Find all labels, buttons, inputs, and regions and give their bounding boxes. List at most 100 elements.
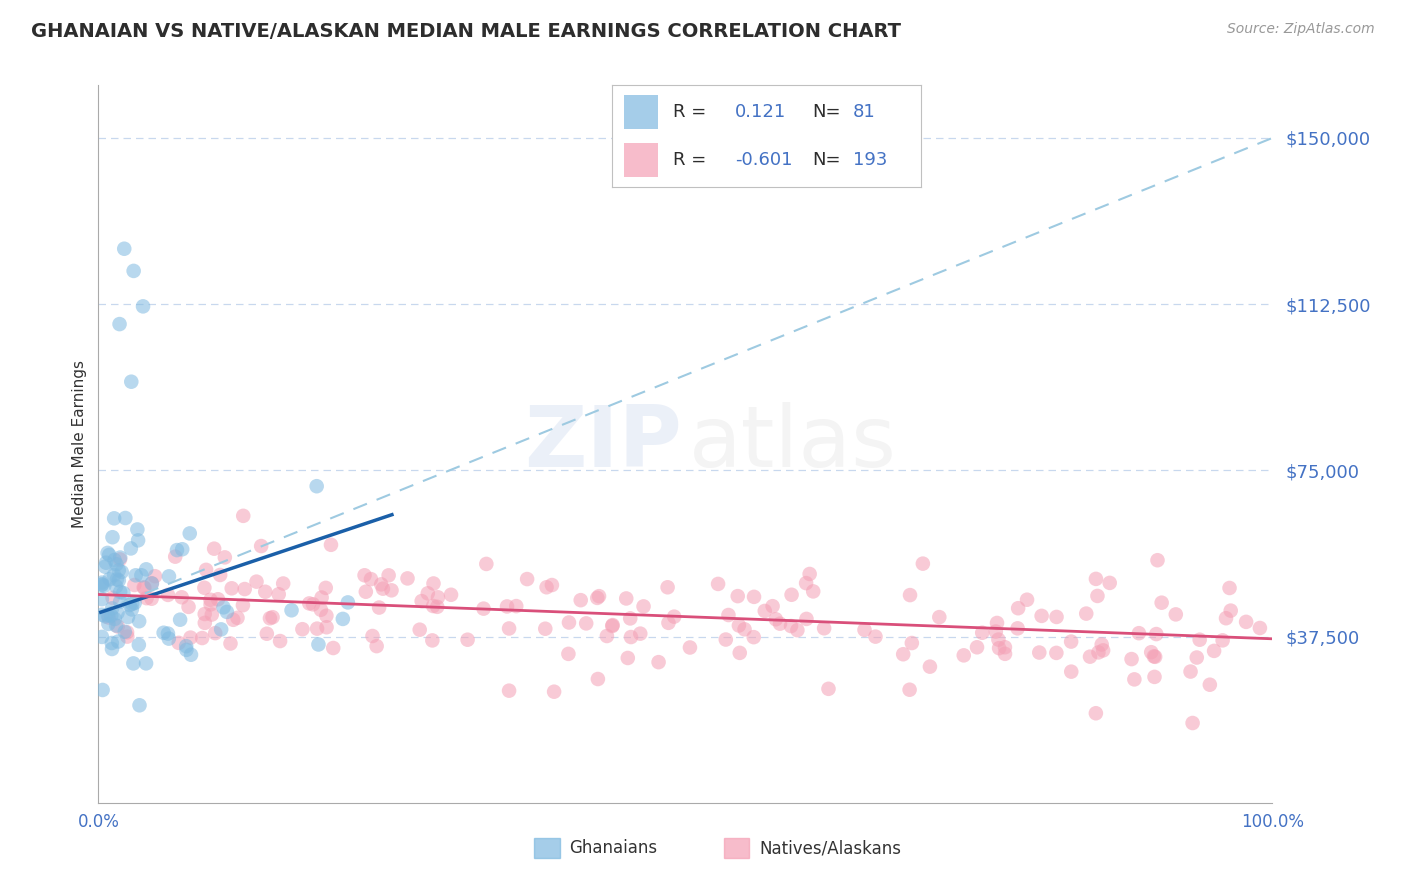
Point	[1015, 592, 1038, 607]
Point	[91, 630, 114, 644]
Point	[966, 640, 988, 655]
Point	[891, 647, 914, 661]
Point	[132, 299, 155, 313]
Point	[291, 622, 314, 636]
Point	[298, 596, 321, 610]
Point	[256, 626, 278, 640]
Point	[191, 631, 214, 645]
Point	[176, 643, 198, 657]
Point	[368, 600, 391, 615]
Point	[1234, 615, 1257, 629]
Point	[647, 655, 669, 669]
Point	[100, 608, 122, 623]
Point	[311, 591, 333, 605]
Point	[657, 615, 679, 630]
Point	[679, 640, 702, 655]
Point	[1121, 652, 1143, 666]
Point	[127, 523, 149, 537]
Point	[380, 583, 402, 598]
Point	[117, 610, 139, 624]
Point	[103, 511, 125, 525]
Point	[103, 568, 125, 582]
Point	[588, 589, 610, 603]
Point	[1084, 706, 1107, 721]
Point	[1045, 646, 1067, 660]
Text: 193: 193	[853, 151, 887, 169]
Point	[354, 584, 377, 599]
Text: N=: N=	[813, 103, 841, 121]
Point	[1215, 611, 1237, 625]
Point	[193, 581, 215, 595]
Point	[103, 553, 125, 567]
Point	[377, 568, 399, 582]
Point	[135, 591, 157, 606]
Point	[195, 563, 218, 577]
Point	[156, 626, 179, 640]
Point	[157, 632, 180, 646]
Point	[157, 569, 180, 583]
Point	[536, 580, 558, 594]
Point	[1144, 649, 1167, 664]
Point	[416, 586, 439, 600]
Text: N=: N=	[813, 151, 841, 169]
Point	[179, 526, 201, 541]
Point	[194, 607, 217, 621]
Point	[543, 684, 565, 698]
Point	[322, 640, 344, 655]
Point	[315, 620, 337, 634]
Point	[780, 619, 803, 633]
Point	[336, 595, 359, 609]
Point	[200, 598, 222, 612]
Point	[212, 600, 235, 615]
Point	[170, 591, 193, 605]
Point	[928, 610, 950, 624]
Point	[1076, 607, 1098, 621]
Point	[180, 648, 202, 662]
Point	[1007, 601, 1029, 615]
Point	[422, 576, 444, 591]
Point	[114, 624, 136, 639]
Point	[121, 597, 143, 611]
Text: Source: ZipAtlas.com: Source: ZipAtlas.com	[1227, 22, 1375, 37]
Point	[93, 579, 115, 593]
Point	[426, 591, 449, 605]
Point	[1249, 621, 1271, 635]
Point	[232, 508, 254, 523]
Point	[361, 629, 384, 643]
Point	[118, 598, 141, 612]
Point	[769, 616, 792, 631]
Point	[728, 618, 751, 632]
Point	[98, 548, 121, 562]
Point	[166, 543, 188, 558]
Point	[534, 622, 557, 636]
Point	[1164, 607, 1187, 622]
Point	[742, 630, 765, 644]
Point	[91, 577, 114, 591]
Point	[134, 581, 156, 595]
Point	[91, 578, 114, 592]
Point	[254, 584, 277, 599]
Point	[987, 632, 1010, 647]
Point	[124, 578, 146, 592]
Point	[366, 639, 388, 653]
Point	[1185, 650, 1208, 665]
Point	[799, 566, 821, 581]
Text: Ghanaians: Ghanaians	[569, 839, 658, 857]
Point	[152, 625, 174, 640]
Point	[988, 641, 1011, 656]
Point	[664, 609, 686, 624]
Bar	[624, 95, 658, 128]
Point	[422, 599, 444, 613]
Point	[1060, 665, 1083, 679]
Point	[105, 579, 128, 593]
Point	[202, 541, 225, 556]
Point	[105, 618, 128, 632]
Point	[280, 603, 302, 617]
Point	[127, 533, 149, 548]
Point	[259, 611, 281, 625]
Point	[141, 591, 163, 606]
Point	[786, 623, 808, 637]
Point	[315, 581, 337, 595]
Point	[801, 584, 824, 599]
Point	[131, 568, 153, 582]
